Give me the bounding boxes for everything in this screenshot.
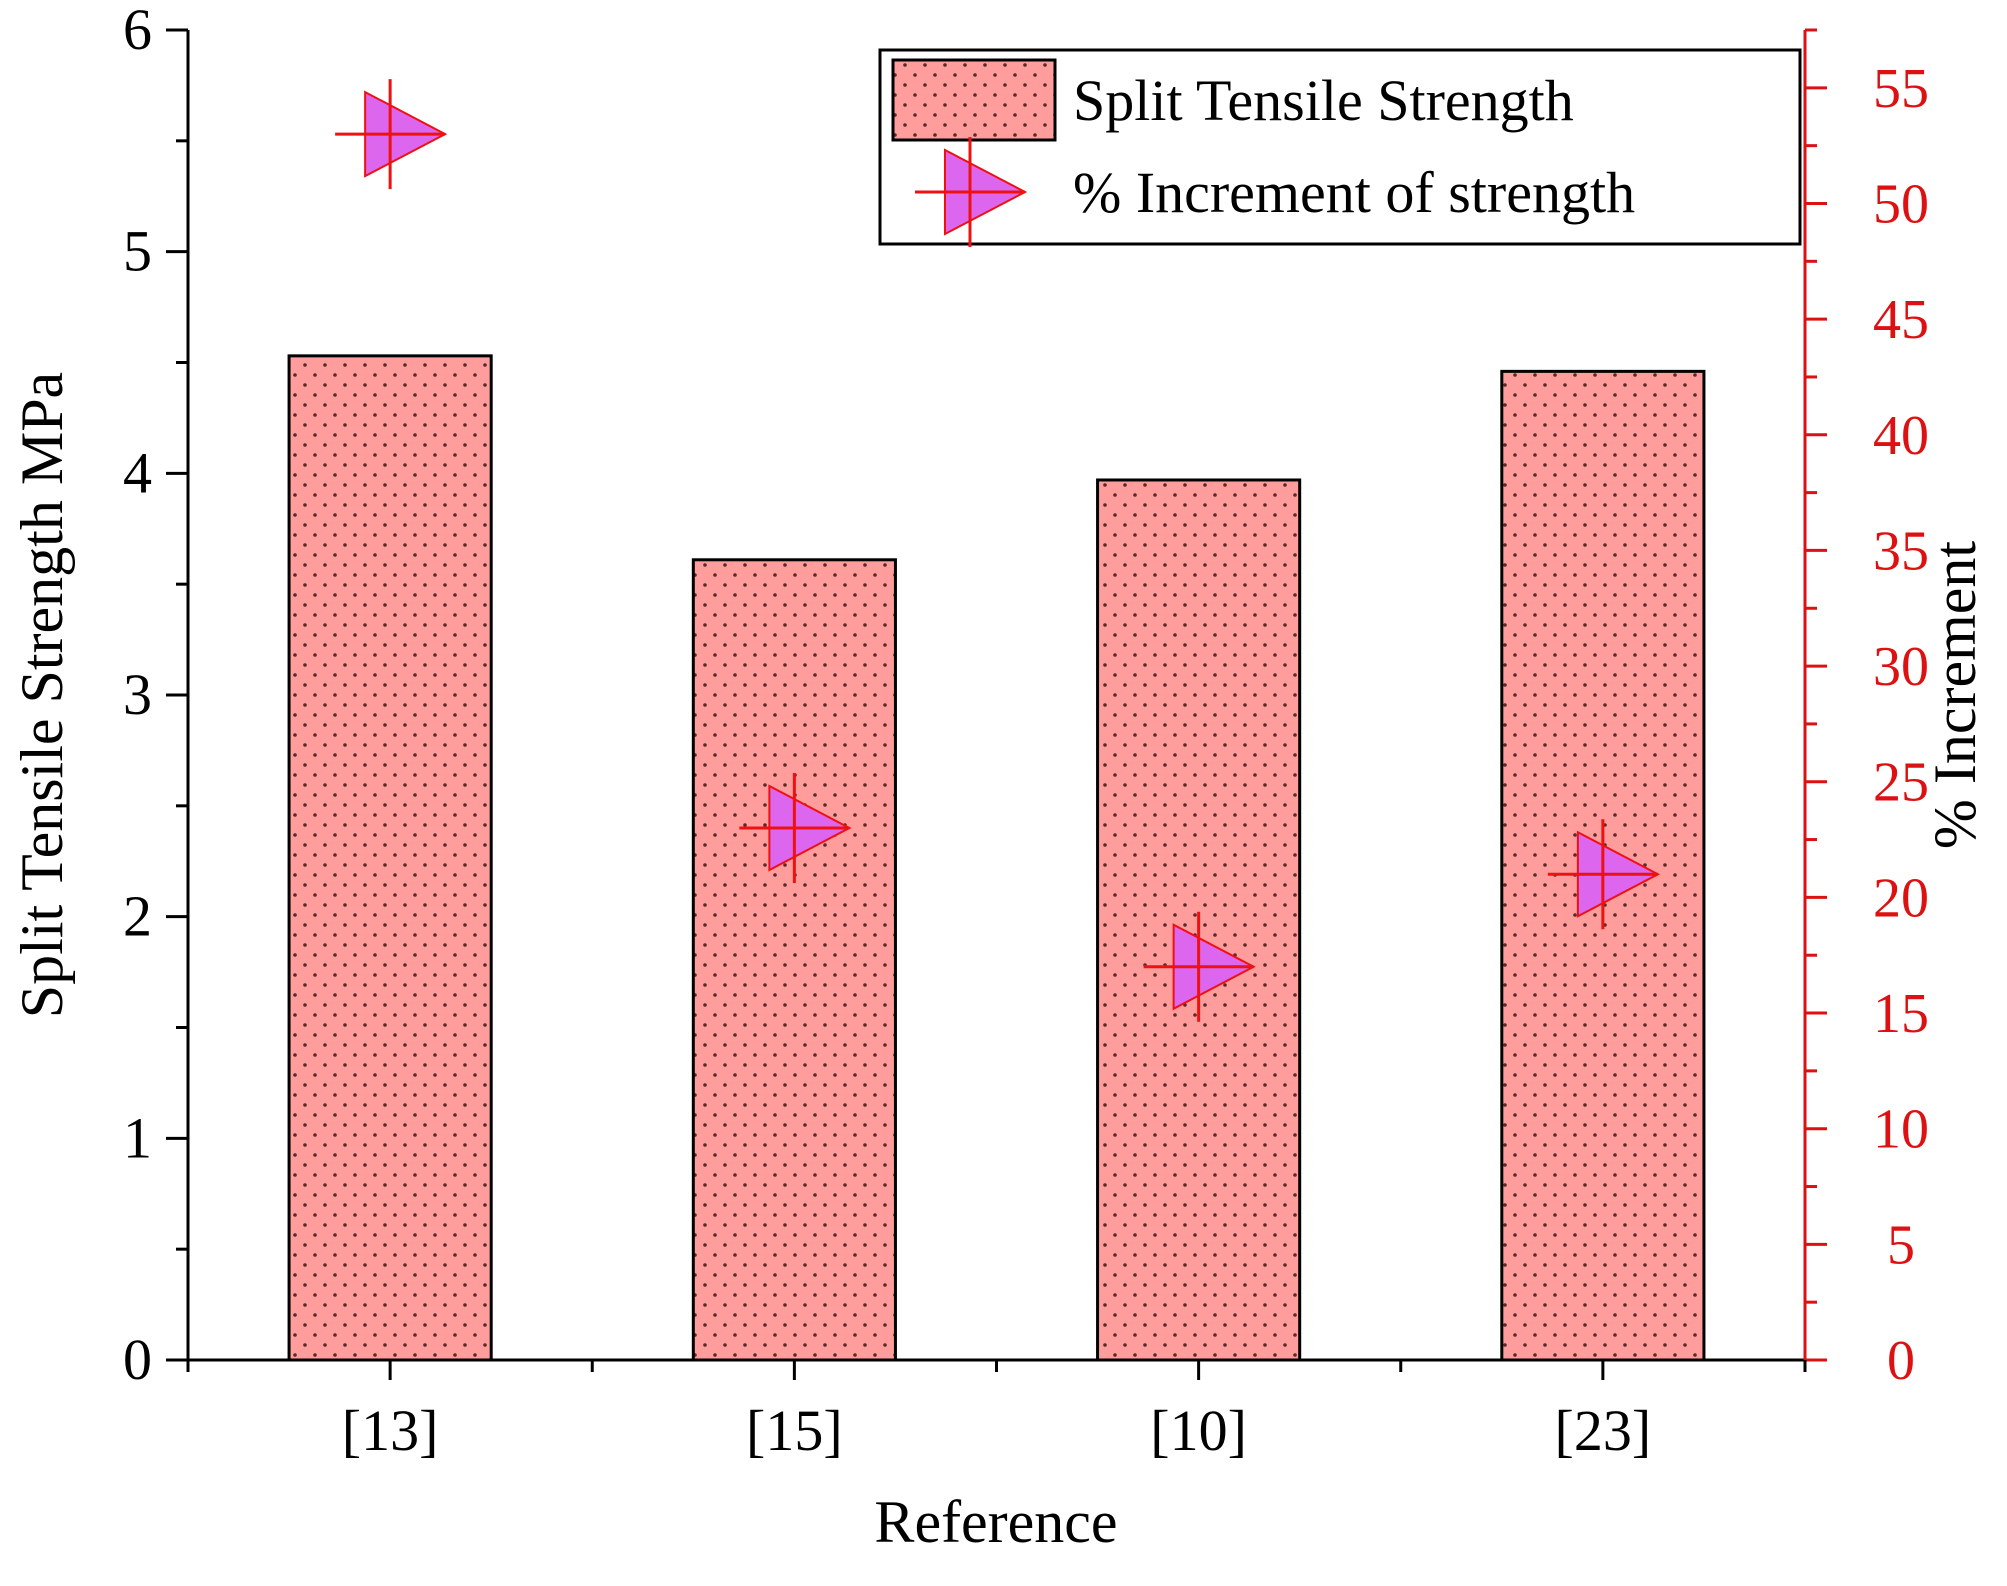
left-tick-label: 6 bbox=[123, 0, 152, 62]
marker-1 bbox=[739, 773, 852, 883]
left-tick-label: 4 bbox=[123, 440, 152, 505]
legend-swatch-bar bbox=[891, 58, 1057, 142]
x-tick-label: [23] bbox=[1555, 1398, 1652, 1463]
right-tick-label: 45 bbox=[1873, 289, 1929, 351]
right-tick-label: 25 bbox=[1873, 752, 1929, 814]
x-axis-ticks: [13] [15] [10] [23] bbox=[186, 1360, 1807, 1463]
x-tick-label: [10] bbox=[1150, 1398, 1247, 1463]
right-tick-label: 15 bbox=[1873, 983, 1929, 1045]
left-axis-title: Split Tensile Strength MPa bbox=[9, 372, 75, 1018]
left-tick-label: 0 bbox=[123, 1327, 152, 1392]
marker-0 bbox=[335, 79, 448, 190]
right-tick-label: 55 bbox=[1873, 58, 1929, 120]
right-tick-label: 40 bbox=[1873, 405, 1929, 467]
right-axis-ticks: 0 5 10 15 20 25 30 35 40 45 50 55 bbox=[1805, 28, 1929, 1392]
right-tick-label: 20 bbox=[1873, 867, 1929, 929]
left-tick-label: 5 bbox=[123, 219, 152, 284]
legend-swatch-marker bbox=[915, 137, 1028, 247]
marker-2 bbox=[1143, 911, 1256, 1022]
left-tick-label: 2 bbox=[123, 884, 152, 949]
legend-label-marker: % Increment of strength bbox=[1073, 160, 1635, 225]
bars-layer bbox=[287, 354, 1706, 1362]
right-tick-label: 30 bbox=[1873, 636, 1929, 698]
marker-3 bbox=[1547, 819, 1661, 930]
right-tick-label: 10 bbox=[1873, 1099, 1929, 1161]
x-tick-label: [13] bbox=[342, 1398, 439, 1463]
left-tick-label: 1 bbox=[123, 1105, 152, 1170]
x-tick-label: [15] bbox=[746, 1398, 843, 1463]
x-axis-title: Reference bbox=[874, 1489, 1117, 1555]
markers-layer bbox=[335, 79, 1661, 1022]
left-tick-label: 3 bbox=[123, 662, 152, 727]
legend: Split Tensile Strength % Increment of st… bbox=[878, 48, 1802, 247]
legend-label-bar: Split Tensile Strength bbox=[1073, 68, 1574, 133]
right-tick-label: 50 bbox=[1873, 173, 1929, 235]
left-axis-ticks: 0 1 2 3 4 5 6 bbox=[123, 0, 188, 1392]
right-tick-label: 35 bbox=[1873, 520, 1929, 582]
bar-0 bbox=[287, 354, 493, 1362]
right-axis-title: % Increment bbox=[1922, 541, 1988, 850]
bar-1 bbox=[691, 558, 897, 1362]
right-tick-label: 0 bbox=[1887, 1330, 1915, 1392]
right-tick-label: 5 bbox=[1887, 1214, 1915, 1276]
